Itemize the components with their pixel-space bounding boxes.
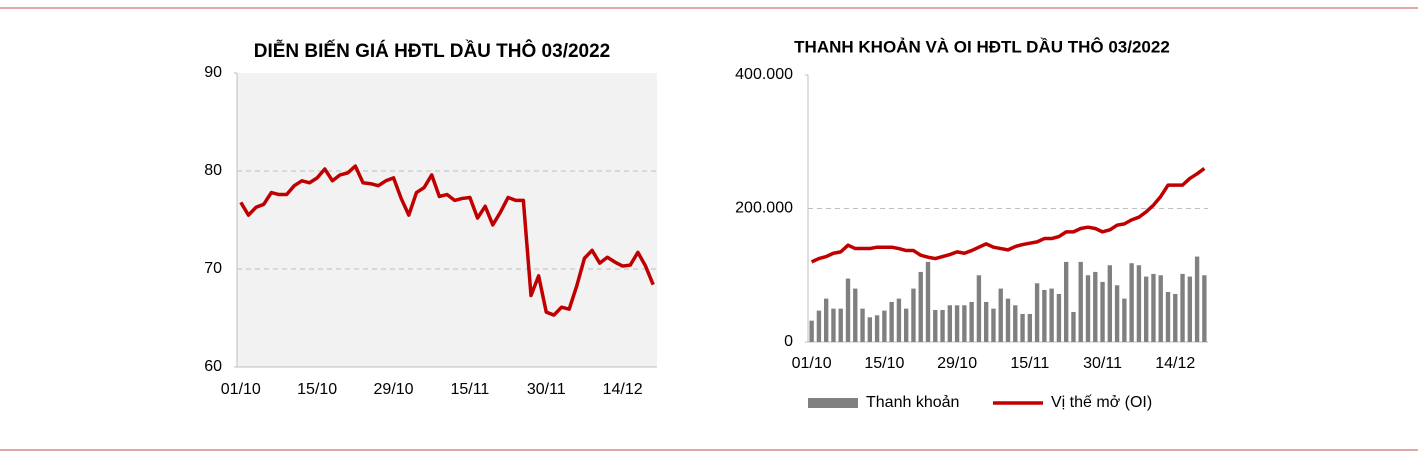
bar [1158, 275, 1163, 342]
bar [809, 320, 814, 342]
x-tick-label: 15/10 [297, 381, 337, 398]
x-tick-label: 30/11 [527, 381, 566, 398]
y-tick-label: 200.000 [735, 200, 793, 217]
bar [1056, 293, 1062, 342]
bar [874, 315, 880, 342]
bar [940, 309, 945, 342]
bar [1042, 289, 1047, 342]
bar [969, 301, 974, 342]
bar [1107, 265, 1112, 342]
line [810, 167, 1206, 264]
bar [1049, 288, 1054, 342]
x-tick-label: 01/10 [221, 381, 261, 398]
chart-title: DIỄN BIẾN GIÁ HĐTL DẦU THÔ 03/2022 [254, 40, 611, 62]
bar [1020, 313, 1025, 342]
bar [1027, 313, 1032, 342]
bar [867, 317, 872, 342]
legend-label: Thanh khoản [866, 394, 959, 411]
chart-title: THANH KHOẢN VÀ OI HĐTL DẦU THÔ 03/2022 [794, 37, 1170, 56]
bar [1144, 276, 1149, 342]
x-tick-label: 01/10 [792, 355, 832, 372]
line [239, 164, 655, 317]
x-tick-label: 30/11 [1083, 355, 1122, 372]
bar [1202, 275, 1207, 342]
bar [904, 308, 909, 342]
bar [1129, 263, 1134, 342]
legend-label: Vị thế mở (OI) [1051, 394, 1152, 411]
x-tick-label: 15/10 [864, 355, 904, 372]
bar [838, 308, 843, 342]
bar [962, 305, 967, 342]
bar [831, 308, 836, 342]
bar [1013, 305, 1018, 342]
bar [1122, 298, 1127, 342]
bar [991, 308, 996, 342]
bar [998, 288, 1003, 342]
legend-swatch [808, 398, 858, 408]
bar [1064, 261, 1069, 342]
bar [976, 275, 982, 342]
bar [1078, 261, 1083, 342]
bar [845, 278, 851, 342]
bar [984, 301, 989, 342]
bar [860, 308, 865, 342]
bar [1136, 265, 1142, 342]
bar [1005, 298, 1011, 342]
bar [1180, 273, 1185, 342]
bar [925, 261, 931, 342]
y-tick-label: 70 [204, 260, 222, 277]
bar [1071, 311, 1076, 342]
bar [824, 298, 829, 342]
plot-area [237, 73, 657, 367]
x-tick-label: 15/11 [1010, 355, 1049, 372]
bar [816, 310, 822, 342]
bar [1093, 271, 1098, 342]
y-tick-label: 80 [204, 162, 222, 179]
bar [882, 310, 887, 342]
bar [1187, 276, 1192, 342]
x-tick-label: 15/11 [450, 381, 489, 398]
bar [1165, 291, 1171, 342]
y-tick-label: 400.000 [735, 66, 793, 83]
bar [1085, 275, 1091, 342]
x-tick-label: 29/10 [374, 381, 414, 398]
bar [889, 301, 894, 342]
x-tick-label: 14/12 [603, 381, 643, 398]
y-tick-label: 90 [204, 64, 222, 81]
bar [1173, 293, 1178, 342]
x-tick-label: 14/12 [1155, 355, 1195, 372]
x-tick-label: 29/10 [937, 355, 977, 372]
bar [1034, 283, 1040, 342]
y-tick-label: 60 [204, 358, 222, 375]
bar [1194, 256, 1200, 342]
y-tick-label: 0 [784, 333, 793, 350]
bar [911, 288, 916, 342]
bar [853, 288, 858, 342]
bar [918, 271, 923, 342]
bar [947, 305, 952, 342]
bar [1100, 281, 1105, 342]
bar [954, 305, 960, 342]
bar [1114, 285, 1120, 342]
bar [1151, 273, 1156, 342]
bar [896, 298, 902, 342]
bar [933, 309, 938, 342]
